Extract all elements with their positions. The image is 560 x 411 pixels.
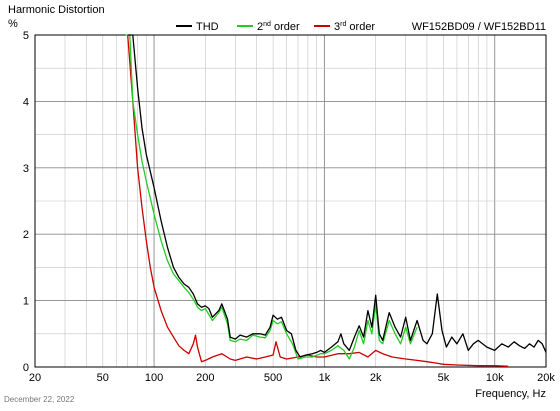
x-tick-label: 20 — [29, 372, 41, 384]
legend-3rd-suffix: order — [346, 21, 375, 33]
x-tick-label: 100 — [145, 372, 163, 384]
legend-label-3rd: 3rd order — [334, 21, 375, 33]
series-line-2nd-order — [125, 34, 418, 360]
plot-frame — [34, 34, 547, 368]
date-stamp: December 22, 2022 — [4, 395, 75, 404]
y-tick-label: 2 — [23, 229, 29, 241]
legend-3rd-superscript: rd — [340, 21, 346, 28]
y-tick-label: 0 — [23, 362, 29, 374]
y-axis-label: % — [8, 18, 18, 30]
x-axis-label: Frequency, Hz — [475, 388, 546, 400]
legend-2nd-number: 2 — [257, 21, 263, 33]
legend-label-2nd: 2nd order — [257, 21, 300, 33]
series-line-thd — [127, 34, 547, 358]
legend-thd-text: THD — [196, 21, 219, 33]
y-tick-label: 5 — [23, 30, 29, 42]
legend-3rd-number: 3 — [334, 21, 340, 33]
y-tick-labels: 0 1 2 3 4 5 — [23, 30, 29, 374]
x-tick-label: 500 — [264, 372, 282, 384]
x-tick-label: 1k — [319, 372, 331, 384]
y-tick-label: 1 — [23, 296, 29, 308]
x-tick-label: 5k — [438, 372, 450, 384]
x-tick-label: 50 — [97, 372, 109, 384]
x-tick-labels: 20 50 100 200 500 1k 2k 5k 10k 20k — [29, 372, 555, 384]
chart-title: Harmonic Distortion — [8, 4, 105, 16]
series-layer — [125, 34, 547, 367]
legend-2nd-superscript: nd — [263, 21, 271, 28]
series-line-3rd-order — [127, 34, 509, 367]
legend-label-thd: THD — [196, 21, 219, 33]
legend-2nd-suffix: order — [271, 21, 300, 33]
x-tick-label: 20k — [537, 372, 555, 384]
x-tick-label: 2k — [370, 372, 382, 384]
x-tick-label: 10k — [486, 372, 504, 384]
legend: THD 2nd order 3rd order — [176, 21, 375, 33]
y-tick-label: 3 — [23, 163, 29, 175]
model-label: WF152BD09 / WF152BD11 — [412, 21, 546, 33]
y-tick-label: 4 — [23, 96, 29, 108]
x-tick-label: 200 — [196, 372, 214, 384]
